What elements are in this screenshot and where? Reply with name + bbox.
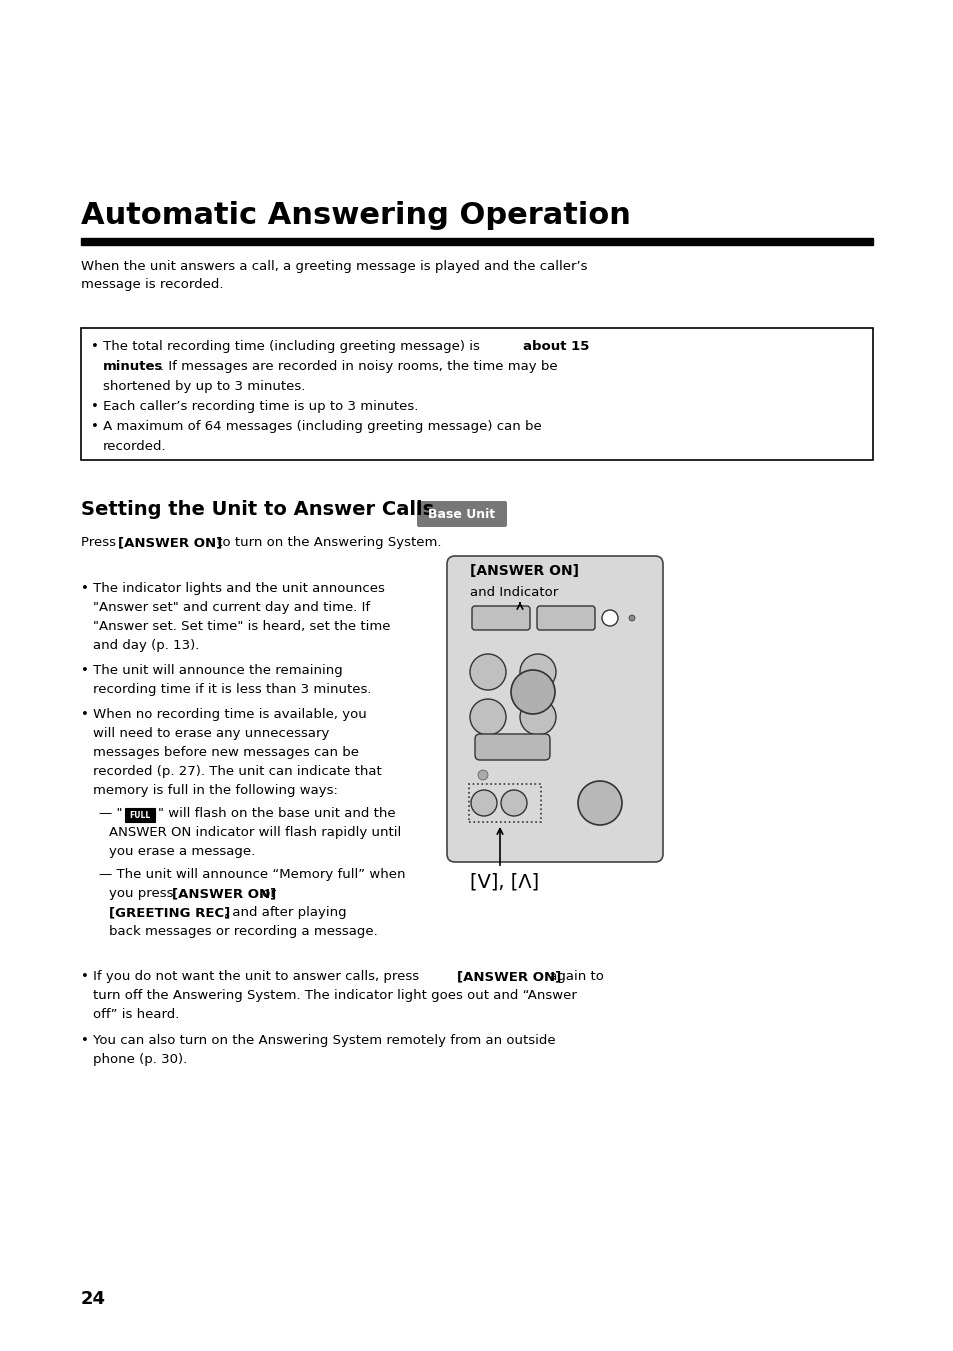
Text: again to: again to: [544, 970, 603, 984]
Text: recording time if it is less than 3 minutes.: recording time if it is less than 3 minu…: [92, 684, 371, 696]
Bar: [469, 784, 540, 821]
Text: • The unit will announce the remaining: • The unit will announce the remaining: [81, 663, 342, 677]
Text: shortened by up to 3 minutes.: shortened by up to 3 minutes.: [103, 380, 305, 393]
Text: — The unit will announce “Memory full” when: — The unit will announce “Memory full” w…: [99, 867, 405, 881]
Text: " will flash on the base unit and the: " will flash on the base unit and the: [158, 807, 395, 820]
Text: to turn on the Answering System.: to turn on the Answering System.: [213, 536, 441, 549]
Text: Automatic Answering Operation: Automatic Answering Operation: [81, 201, 630, 230]
Text: • The indicator lights and the unit announces: • The indicator lights and the unit anno…: [81, 582, 384, 594]
Text: "Answer set. Set time" is heard, set the time: "Answer set. Set time" is heard, set the…: [92, 620, 390, 634]
Text: • When no recording time is available, you: • When no recording time is available, y…: [81, 708, 366, 721]
Text: • Each caller’s recording time is up to 3 minutes.: • Each caller’s recording time is up to …: [91, 400, 418, 413]
Circle shape: [511, 670, 555, 713]
Text: back messages or recording a message.: back messages or recording a message.: [109, 925, 377, 938]
Text: will need to erase any unnecessary: will need to erase any unnecessary: [92, 727, 329, 740]
Text: FULL: FULL: [130, 811, 151, 820]
Bar: [81, 328, 872, 459]
Bar: [125, 808, 154, 821]
FancyBboxPatch shape: [475, 734, 550, 761]
Text: [ANSWER ON]: [ANSWER ON]: [470, 563, 578, 578]
Text: recorded.: recorded.: [103, 440, 167, 453]
Circle shape: [628, 615, 635, 621]
Circle shape: [471, 790, 497, 816]
Text: or: or: [257, 888, 275, 900]
Text: [V], [Λ]: [V], [Λ]: [470, 871, 538, 892]
Text: off” is heard.: off” is heard.: [92, 1008, 179, 1021]
Text: you press: you press: [109, 888, 177, 900]
Text: recorded (p. 27). The unit can indicate that: recorded (p. 27). The unit can indicate …: [92, 765, 381, 778]
FancyBboxPatch shape: [447, 557, 662, 862]
Text: [GREETING REC]: [GREETING REC]: [109, 907, 230, 919]
Text: memory is full in the following ways:: memory is full in the following ways:: [92, 784, 337, 797]
Text: ANSWER ON indicator will flash rapidly until: ANSWER ON indicator will flash rapidly u…: [109, 825, 401, 839]
Circle shape: [519, 698, 556, 735]
Text: messages before new messages can be: messages before new messages can be: [92, 746, 358, 759]
Text: , and after playing: , and after playing: [224, 907, 346, 919]
Text: "Answer set" and current day and time. If: "Answer set" and current day and time. I…: [92, 601, 370, 613]
FancyBboxPatch shape: [472, 607, 530, 630]
Text: • The total recording time (including greeting message) is: • The total recording time (including gr…: [91, 340, 483, 353]
Text: minutes: minutes: [103, 359, 163, 373]
Text: and day (p. 13).: and day (p. 13).: [92, 639, 199, 653]
Text: [ANSWER ON]: [ANSWER ON]: [172, 888, 276, 900]
Text: • A maximum of 64 messages (including greeting message) can be: • A maximum of 64 messages (including gr…: [91, 420, 541, 434]
Circle shape: [470, 654, 505, 690]
Text: about 15: about 15: [522, 340, 589, 353]
Bar: [81, 238, 872, 245]
Text: 24: 24: [81, 1290, 106, 1308]
FancyBboxPatch shape: [537, 607, 595, 630]
Text: [ANSWER ON]: [ANSWER ON]: [118, 536, 222, 549]
FancyBboxPatch shape: [416, 501, 506, 527]
Circle shape: [578, 781, 621, 825]
Text: you erase a message.: you erase a message.: [109, 844, 255, 858]
Circle shape: [470, 698, 505, 735]
Text: turn off the Answering System. The indicator light goes out and “Answer: turn off the Answering System. The indic…: [92, 989, 577, 1002]
Text: Setting the Unit to Answer Calls: Setting the Unit to Answer Calls: [81, 500, 434, 519]
Circle shape: [500, 790, 526, 816]
Text: Base Unit: Base Unit: [428, 508, 495, 520]
Circle shape: [519, 654, 556, 690]
Text: • You can also turn on the Answering System remotely from an outside: • You can also turn on the Answering Sys…: [81, 1034, 555, 1047]
Text: and Indicator: and Indicator: [470, 586, 558, 598]
Text: Press: Press: [81, 536, 120, 549]
Text: . If messages are recorded in noisy rooms, the time may be: . If messages are recorded in noisy room…: [160, 359, 558, 373]
Circle shape: [601, 611, 618, 626]
Text: phone (p. 30).: phone (p. 30).: [92, 1052, 187, 1066]
Text: • If you do not want the unit to answer calls, press: • If you do not want the unit to answer …: [81, 970, 423, 984]
Text: When the unit answers a call, a greeting message is played and the caller’s
mess: When the unit answers a call, a greeting…: [81, 259, 587, 290]
Text: — ": — ": [99, 807, 122, 820]
Circle shape: [477, 770, 488, 780]
Text: [ANSWER ON]: [ANSWER ON]: [456, 970, 560, 984]
